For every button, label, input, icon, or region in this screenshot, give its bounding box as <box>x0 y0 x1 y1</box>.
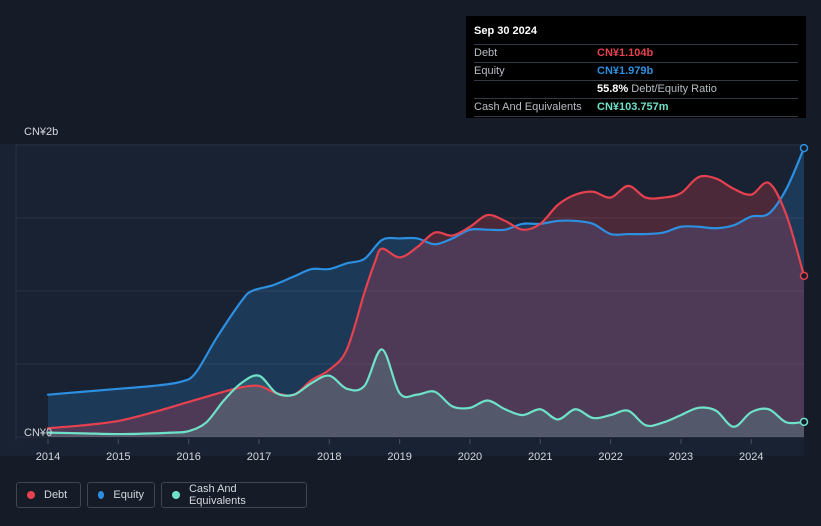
x-tick-label: 2021 <box>528 451 552 463</box>
x-tick-label: 2014 <box>36 451 60 463</box>
cash-dot-icon <box>172 491 180 499</box>
series-endpoints[interactable] <box>799 143 809 427</box>
debt-area <box>48 175 804 437</box>
gridlines <box>15 144 804 441</box>
equity-area <box>48 148 804 438</box>
tooltip-cash-value: CN¥103.757m <box>597 101 669 113</box>
x-tick-label: 2018 <box>317 451 341 463</box>
tooltip-equity-value: CN¥1.979b <box>597 65 654 77</box>
y-axis-zero-label: CN¥0 <box>24 427 52 439</box>
y-axis-top-label: CN¥2b <box>24 126 58 138</box>
x-tick-label: 2017 <box>247 451 271 463</box>
series-lines <box>46 146 806 436</box>
legend-cash-label: Cash And Equivalents <box>188 483 246 507</box>
x-tick-label: 2023 <box>669 451 693 463</box>
x-axis-ticks: 2014 2015 2016 2017 2018 2019 2020 2021 2022 2023… <box>36 439 763 463</box>
tooltip-equity-label: Equity <box>474 65 505 77</box>
x-tick-label: 2015 <box>106 451 130 463</box>
legend-item-equity[interactable]: Equity <box>87 482 155 508</box>
x-tick-label: 2024 <box>739 451 763 463</box>
tooltip-cash-label: Cash And Equivalents <box>474 101 582 113</box>
legend-item-cash[interactable]: Cash And Equivalents <box>161 482 307 508</box>
equity-dot-icon <box>98 491 105 499</box>
tooltip-row-cash: Cash And Equivalents CN¥103.757m <box>474 98 798 117</box>
legend-equity-label: Equity <box>113 489 144 501</box>
tooltip-row-ratio: 55.8% Debt/Equity Ratio <box>474 80 798 98</box>
equity-endpoint[interactable] <box>799 143 809 153</box>
tooltip-panel: Sep 30 2024 Debt CN¥1.104b Equity CN¥1.9… <box>466 16 806 118</box>
debt-dot-icon <box>27 491 35 499</box>
x-tick-label: 2019 <box>387 451 411 463</box>
tooltip-ratio-text: Debt/Equity Ratio <box>631 83 717 95</box>
tooltip-debt-label: Debt <box>474 47 498 59</box>
equity-line <box>46 146 806 396</box>
debt-endpoint[interactable] <box>799 271 809 281</box>
x-tick-label: 2022 <box>598 451 622 463</box>
tooltip-ratio-value: 55.8% <box>597 83 629 95</box>
x-tick-label: 2016 <box>176 451 200 463</box>
tooltip-row-debt: Debt CN¥1.104b <box>474 44 798 62</box>
cash-and-equivalents-endpoint[interactable] <box>799 417 809 427</box>
cash-and-equivalents-line <box>46 348 806 436</box>
x-tick-label: 2020 <box>458 451 482 463</box>
debt-line <box>46 174 806 430</box>
tooltip-debt-value: CN¥1.104b <box>597 47 654 59</box>
legend-item-debt[interactable]: Debt <box>16 482 81 508</box>
tooltip-date: Sep 30 2024 <box>474 25 537 37</box>
legend: Debt Equity Cash And Equivalents <box>16 482 307 508</box>
tooltip-row-equity: Equity CN¥1.979b <box>474 62 798 80</box>
legend-debt-label: Debt <box>44 489 68 501</box>
